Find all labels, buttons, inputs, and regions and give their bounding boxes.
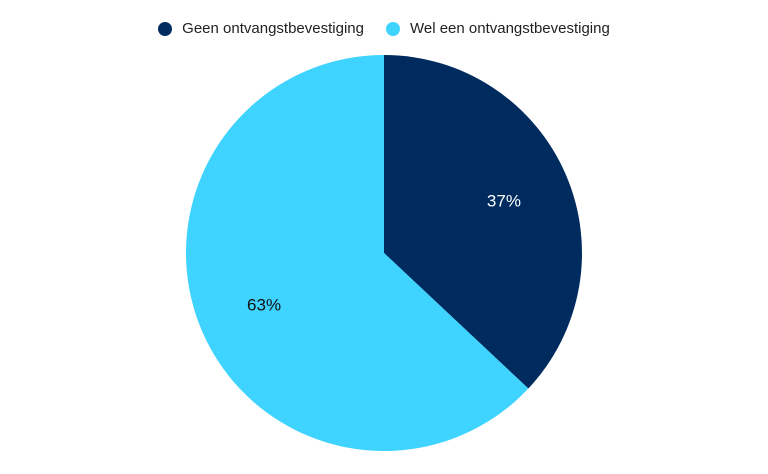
legend-swatch-geen bbox=[158, 21, 173, 36]
chart-legend: Geen ontvangstbevestiging Wel een ontvan… bbox=[0, 20, 768, 37]
pie-slice-label-1: 63% bbox=[247, 295, 281, 314]
legend-swatch-wel bbox=[385, 21, 400, 36]
legend-item-wel[interactable]: Wel een ontvangstbevestiging bbox=[385, 20, 610, 37]
pie-slice-label-0: 37% bbox=[487, 192, 521, 211]
legend-label-wel: Wel een ontvangstbevestiging bbox=[409, 20, 610, 37]
legend-item-geen[interactable]: Geen ontvangstbevestiging bbox=[158, 20, 364, 37]
pie-slice-1[interactable] bbox=[186, 55, 529, 451]
pie-slice-0[interactable] bbox=[384, 55, 583, 389]
legend-label-geen: Geen ontvangstbevestiging bbox=[182, 20, 364, 37]
